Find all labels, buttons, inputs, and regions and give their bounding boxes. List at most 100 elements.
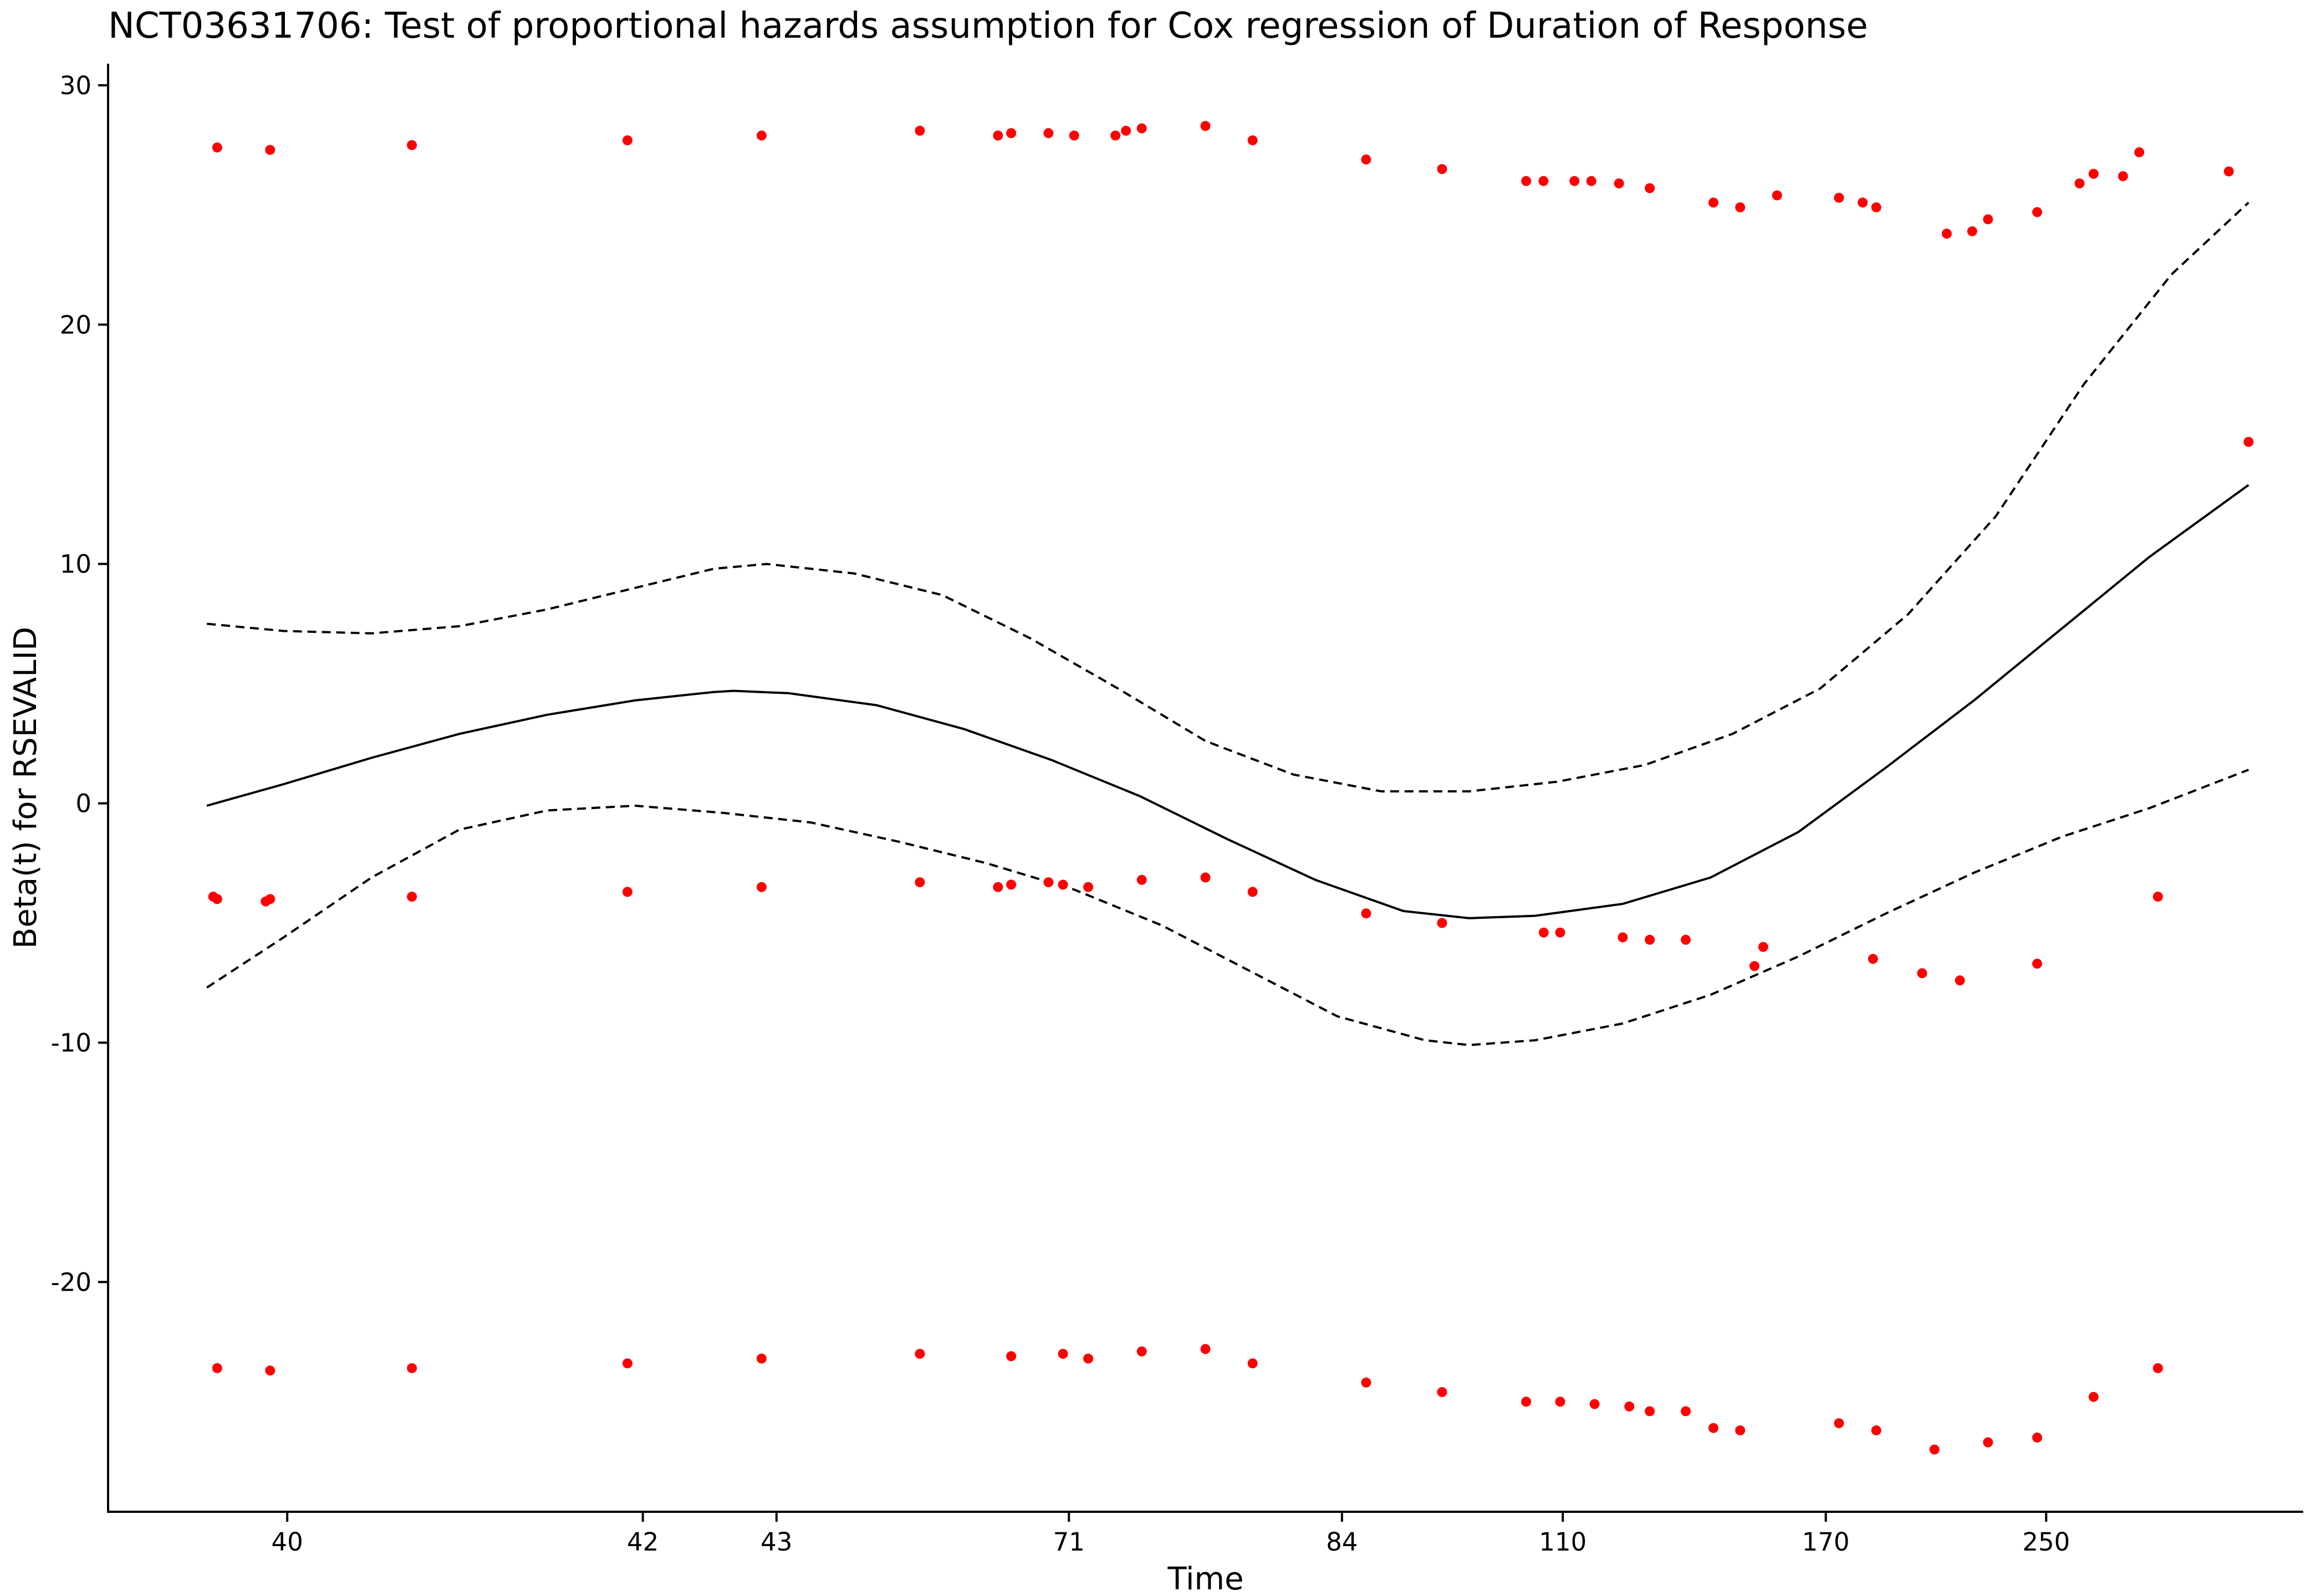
y-axis-ticks: -20 -10 0 10 20 30 [51, 71, 108, 1297]
data-point [1749, 961, 1759, 971]
data-point [756, 1353, 767, 1364]
y-tick-label: 30 [60, 71, 91, 100]
y-tick-label: -20 [51, 1267, 92, 1297]
data-point [1110, 130, 1121, 141]
data-point [1136, 123, 1147, 134]
data-point [1955, 975, 1965, 986]
data-point [2152, 892, 2163, 902]
data-point [1200, 1344, 1211, 1354]
data-point [1834, 192, 1844, 203]
data-point [2223, 166, 2234, 177]
data-point [2032, 207, 2043, 217]
data-point [993, 882, 1003, 892]
y-tick-label: -10 [51, 1028, 92, 1057]
data-point [993, 130, 1003, 141]
data-point [2118, 171, 2128, 181]
data-point [1589, 1399, 1600, 1409]
data-point [1735, 202, 1746, 213]
data-point [1437, 918, 1447, 928]
data-point [915, 125, 925, 136]
data-point [1069, 130, 1079, 141]
data-point [407, 1363, 417, 1373]
data-point [1437, 164, 1447, 175]
data-point [1586, 176, 1596, 186]
data-point [2088, 1392, 2099, 1402]
data-point [1361, 908, 1371, 919]
data-point [1200, 121, 1211, 131]
data-point [1521, 1396, 1532, 1407]
data-point [756, 882, 767, 892]
data-point [2088, 168, 2099, 179]
beta-estimate-line [206, 484, 2249, 919]
data-point [1645, 934, 1655, 945]
y-axis-title: Beta(t) for RSEVALID [8, 627, 44, 949]
x-tick-label: 84 [1326, 1527, 1358, 1557]
data-point [1735, 1425, 1746, 1436]
data-point [2032, 958, 2043, 969]
data-point [1361, 1377, 1371, 1388]
x-tick-label: 43 [761, 1527, 792, 1557]
data-point [1361, 154, 1371, 165]
data-point [1058, 1348, 1068, 1359]
data-point [1521, 176, 1532, 186]
data-point [1247, 887, 1258, 897]
x-axis-ticks: 40 42 43 71 84 110 170 250 [272, 1512, 2070, 1557]
data-point [1083, 882, 1094, 892]
data-point [2134, 147, 2145, 157]
chart-title: NCT03631706: Test of proportional hazard… [108, 6, 1868, 47]
data-point [1834, 1418, 1844, 1429]
data-point [1121, 125, 1131, 136]
confidence-band-line [206, 769, 2249, 1046]
data-point [212, 1363, 222, 1373]
x-tick-label: 250 [2022, 1527, 2070, 1557]
data-point [1136, 1346, 1147, 1357]
x-tick-label: 110 [1539, 1527, 1586, 1557]
data-point [1618, 932, 1628, 943]
x-axis-title: Time [1167, 1561, 1243, 1596]
data-point [212, 894, 222, 904]
data-point [1917, 968, 1927, 979]
confidence-band-line [207, 202, 2249, 792]
data-point [1681, 934, 1691, 945]
data-point [1043, 128, 1054, 139]
data-point [1136, 874, 1147, 885]
data-point [1871, 1425, 1881, 1436]
x-tick-label: 71 [1053, 1527, 1085, 1557]
data-point [1772, 190, 1782, 201]
data-point [1708, 197, 1718, 208]
data-point [1645, 183, 1655, 193]
data-point [1681, 1406, 1691, 1416]
data-point [265, 145, 276, 155]
data-point [1624, 1401, 1635, 1411]
y-tick-label: 10 [60, 550, 91, 579]
data-point [1437, 1387, 1447, 1398]
plot-lines [206, 202, 2249, 1046]
data-point [1555, 927, 1565, 938]
data-point [1983, 214, 1993, 224]
data-point [1083, 1353, 1094, 1364]
data-point [1058, 879, 1068, 890]
data-point [2243, 437, 2254, 447]
data-point [212, 142, 222, 153]
data-point [1941, 228, 1952, 239]
data-point [1868, 954, 1878, 964]
data-point [1006, 879, 1017, 890]
data-point [1200, 872, 1211, 883]
data-point [265, 894, 276, 904]
data-point [1614, 178, 1624, 188]
plot-points [208, 121, 2254, 1455]
data-point [407, 892, 417, 902]
data-point [1006, 1351, 1017, 1362]
data-point [1006, 128, 1017, 139]
data-point [1758, 942, 1768, 952]
data-point [1871, 202, 1881, 213]
data-point [915, 877, 925, 888]
data-point [622, 135, 632, 146]
y-tick-label: 20 [60, 310, 91, 340]
data-point [622, 887, 632, 897]
data-point [1708, 1423, 1718, 1433]
data-point [1967, 226, 1977, 237]
data-point [915, 1348, 925, 1359]
data-point [1555, 1396, 1565, 1407]
